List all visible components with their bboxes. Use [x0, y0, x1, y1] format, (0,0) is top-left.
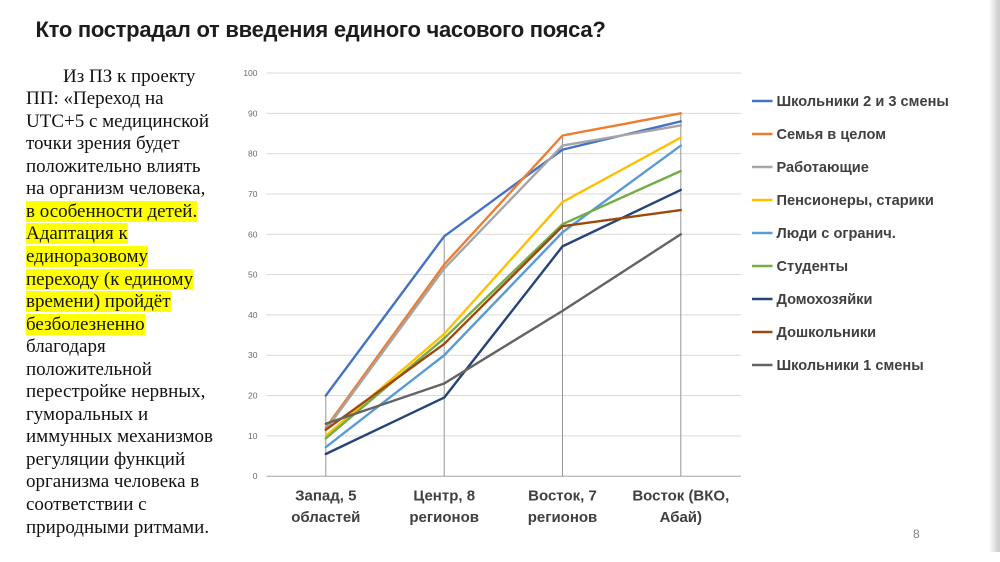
svg-text:Люди с огранич.: Люди с огранич. [777, 226, 896, 242]
svg-text:Домохозяйки: Домохозяйки [777, 292, 873, 308]
svg-text:Школьники 1 смены: Школьники 1 смены [777, 358, 924, 374]
svg-text:регионов: регионов [409, 509, 479, 526]
svg-text:Восток, 7: Восток, 7 [528, 488, 597, 505]
svg-text:80: 80 [248, 149, 258, 159]
svg-text:20: 20 [248, 391, 258, 401]
svg-text:Работающие: Работающие [777, 160, 869, 176]
svg-text:Семья в целом: Семья в целом [777, 127, 887, 143]
svg-text:Абай): Абай) [660, 509, 702, 526]
svg-text:Студенты: Студенты [777, 259, 849, 275]
svg-text:0: 0 [253, 471, 258, 481]
svg-text:70: 70 [248, 189, 258, 199]
svg-text:Школьники 2 и 3 смены: Школьники 2 и 3 смены [777, 94, 949, 110]
svg-text:Дошкольники: Дошкольники [777, 325, 877, 341]
svg-text:100: 100 [243, 68, 257, 78]
svg-text:50: 50 [248, 270, 258, 280]
svg-text:60: 60 [248, 229, 258, 239]
svg-text:Восток (ВКО,: Восток (ВКО, [632, 488, 729, 505]
svg-text:Запад, 5: Запад, 5 [295, 488, 356, 505]
svg-text:40: 40 [248, 310, 258, 320]
svg-text:регионов: регионов [528, 509, 598, 526]
svg-text:10: 10 [248, 431, 258, 441]
svg-text:Пенсионеры, старики: Пенсионеры, старики [777, 193, 934, 209]
svg-text:областей: областей [291, 509, 360, 526]
svg-text:90: 90 [248, 108, 258, 118]
svg-text:30: 30 [248, 350, 258, 360]
svg-text:Центр, 8: Центр, 8 [413, 488, 475, 505]
